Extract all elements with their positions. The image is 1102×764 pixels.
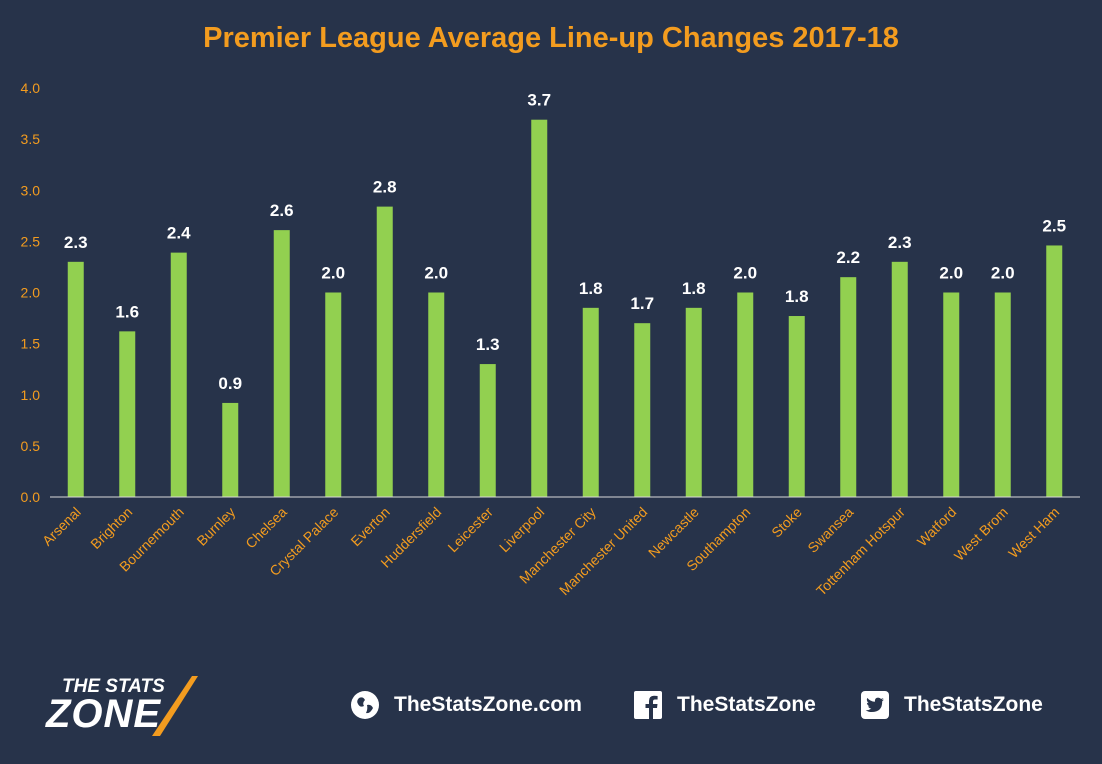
bar-value-label: 2.3 bbox=[888, 233, 912, 252]
globe-icon bbox=[351, 691, 379, 719]
bar-value-label: 2.2 bbox=[836, 248, 860, 267]
chart-title: Premier League Average Line-up Changes 2… bbox=[203, 22, 899, 54]
bar-value-label: 2.5 bbox=[1042, 216, 1066, 235]
bar bbox=[479, 364, 496, 497]
facebook-text: TheStatsZone bbox=[677, 693, 816, 716]
x-tick-label: Tottenham Hotspur bbox=[813, 504, 908, 599]
y-tick-label: 0.5 bbox=[21, 438, 41, 454]
bar-value-label: 2.4 bbox=[167, 224, 191, 243]
bar-value-label: 1.6 bbox=[115, 302, 139, 321]
bar bbox=[737, 292, 754, 497]
logo-top-text: THE STATS bbox=[62, 676, 165, 697]
website-text: TheStatsZone.com bbox=[394, 693, 582, 716]
stats-zone-logo: THE STATS ZONE bbox=[45, 676, 198, 736]
x-tick-label: West Ham bbox=[1005, 504, 1062, 561]
x-tick-label: Leicester bbox=[444, 504, 496, 556]
footer-website[interactable]: TheStatsZone.com bbox=[350, 688, 582, 722]
bar-value-label: 1.8 bbox=[579, 279, 603, 298]
x-tick-label: Brighton bbox=[87, 504, 135, 552]
bar-value-label: 2.0 bbox=[991, 264, 1015, 283]
bar-value-labels: 2.3 1.6 2.4 0.9 2.6 2.0 2.8 2.0 1.3 3.7 1.8 1.7 1.8 2… bbox=[64, 91, 1066, 393]
y-tick-label: 3.5 bbox=[21, 131, 41, 147]
x-tick-label: Everton bbox=[347, 504, 392, 549]
bar bbox=[376, 206, 393, 498]
bar-value-label: 0.9 bbox=[218, 374, 242, 393]
logo-accent-stripe bbox=[152, 676, 198, 736]
footer-facebook[interactable]: TheStatsZone bbox=[633, 688, 816, 722]
bar-value-label: 1.8 bbox=[785, 287, 809, 306]
bar bbox=[891, 261, 908, 497]
x-tick-label: Watford bbox=[914, 504, 960, 550]
bar-value-label: 2.8 bbox=[373, 178, 397, 197]
twitter-icon bbox=[861, 691, 889, 719]
bar bbox=[685, 307, 702, 497]
y-axis-ticks: 0.0 0.5 1.0 1.5 2.0 2.5 3.0 3.5 4.0 bbox=[21, 80, 41, 505]
facebook-icon bbox=[634, 691, 662, 719]
twitter-text: TheStatsZone bbox=[904, 693, 1043, 716]
x-tick-label: West Brom bbox=[951, 504, 1011, 564]
x-tick-label: Arsenal bbox=[39, 504, 84, 549]
y-tick-label: 2.5 bbox=[21, 233, 41, 249]
bars bbox=[67, 119, 1063, 498]
y-tick-label: 0.0 bbox=[21, 489, 41, 505]
x-tick-label: Burnley bbox=[193, 504, 238, 549]
y-tick-label: 1.5 bbox=[21, 336, 41, 352]
bar-value-label: 1.8 bbox=[682, 279, 706, 298]
bar bbox=[170, 252, 187, 497]
bar-value-label: 1.3 bbox=[476, 335, 500, 354]
bar-value-label: 2.3 bbox=[64, 233, 88, 252]
bar bbox=[582, 307, 599, 497]
bar bbox=[1046, 245, 1063, 497]
bar-value-label: 2.0 bbox=[939, 264, 963, 283]
bar bbox=[531, 119, 548, 497]
x-tick-label: Swansea bbox=[804, 504, 856, 556]
y-tick-label: 3.0 bbox=[21, 182, 41, 198]
y-tick-label: 2.0 bbox=[21, 285, 41, 301]
bar bbox=[273, 230, 290, 497]
bar bbox=[222, 402, 239, 497]
x-tick-label: Liverpool bbox=[496, 504, 547, 555]
bar-value-label: 3.7 bbox=[527, 91, 551, 110]
bar bbox=[634, 323, 651, 497]
bar bbox=[943, 292, 960, 497]
bar bbox=[994, 292, 1011, 497]
y-tick-label: 1.0 bbox=[21, 387, 41, 403]
bar-value-label: 1.7 bbox=[630, 294, 654, 313]
footer-twitter[interactable]: TheStatsZone bbox=[860, 688, 1043, 722]
bar bbox=[428, 292, 445, 497]
bar-value-label: 2.0 bbox=[733, 264, 757, 283]
bar bbox=[119, 331, 136, 497]
x-tick-label: Chelsea bbox=[242, 504, 290, 552]
bar-value-label: 2.6 bbox=[270, 201, 294, 220]
bar bbox=[325, 292, 342, 497]
x-tick-label: Manchester United bbox=[556, 504, 650, 598]
y-tick-label: 4.0 bbox=[21, 80, 41, 96]
x-tick-label: Stoke bbox=[768, 504, 805, 541]
bar bbox=[67, 261, 84, 497]
bar-value-label: 2.0 bbox=[424, 264, 448, 283]
bar-value-label: 2.0 bbox=[321, 264, 345, 283]
logo-bottom-text: ZONE bbox=[45, 692, 161, 736]
bar bbox=[840, 277, 857, 497]
bar bbox=[788, 316, 805, 497]
